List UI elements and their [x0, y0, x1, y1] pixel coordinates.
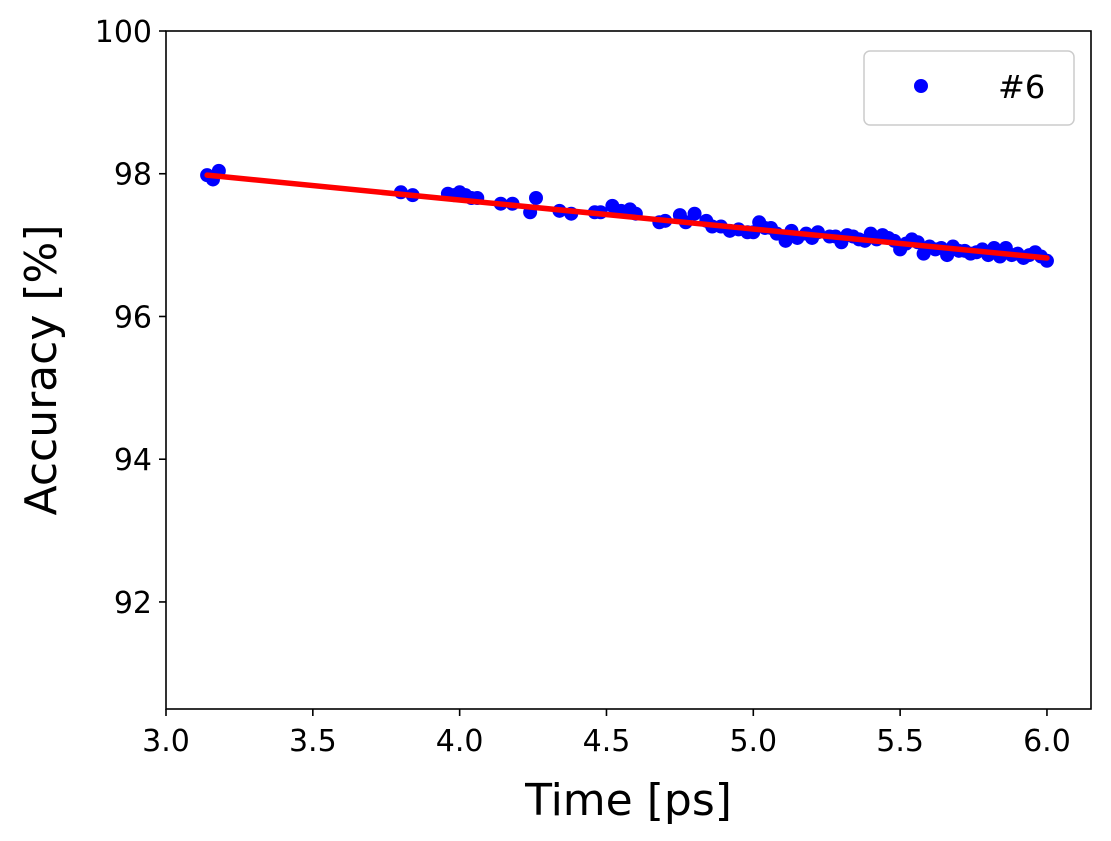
plot-frame	[165, 30, 1092, 710]
y-axis-label: Accuracy [%]	[16, 224, 67, 515]
y-tick-label: 92	[114, 586, 152, 621]
legend-frame	[863, 50, 1075, 126]
x-axis-ticks: 3.0 3.5 4.0 4.5 5.0 5.5 6.0	[142, 709, 1071, 759]
legend: #6	[863, 50, 1075, 126]
legend-label: #6	[998, 68, 1045, 106]
x-tick-label: 4.5	[583, 724, 631, 759]
x-tick-label: 4.0	[436, 724, 484, 759]
x-tick-label: 5.0	[729, 724, 777, 759]
legend-marker	[914, 79, 928, 93]
plot-marks	[200, 163, 1054, 268]
y-tick-label: 94	[114, 443, 152, 478]
fit-line	[204, 172, 1050, 261]
y-tick-label: 96	[114, 300, 152, 335]
data-point	[529, 191, 543, 206]
x-tick-label: 6.0	[1023, 724, 1071, 759]
y-tick-label: 98	[114, 158, 152, 193]
x-tick-label: 3.5	[289, 724, 337, 759]
x-axis-label: Time [ps]	[524, 775, 732, 826]
x-tick-label: 3.0	[142, 724, 190, 759]
y-tick-label: 100	[95, 15, 152, 50]
y-axis-ticks: 92 94 96 98 100	[95, 15, 166, 621]
x-tick-label: 5.5	[876, 724, 924, 759]
data-point	[687, 206, 702, 221]
